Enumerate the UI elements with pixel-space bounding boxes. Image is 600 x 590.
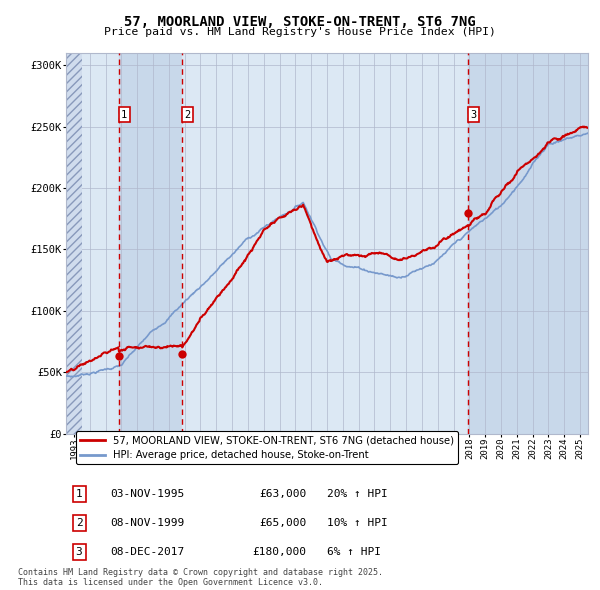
Text: 3: 3: [76, 547, 82, 557]
Text: £180,000: £180,000: [252, 547, 306, 557]
Text: 10% ↑ HPI: 10% ↑ HPI: [327, 518, 388, 528]
Text: Price paid vs. HM Land Registry's House Price Index (HPI): Price paid vs. HM Land Registry's House …: [104, 27, 496, 37]
Text: 08-DEC-2017: 08-DEC-2017: [110, 547, 185, 557]
Text: 3: 3: [470, 110, 477, 120]
Text: 20% ↑ HPI: 20% ↑ HPI: [327, 489, 388, 499]
Text: 1: 1: [121, 110, 127, 120]
Bar: [468, 53, 588, 434]
Text: 6% ↑ HPI: 6% ↑ HPI: [327, 547, 381, 557]
Bar: [119, 53, 182, 434]
Text: Contains HM Land Registry data © Crown copyright and database right 2025.
This d: Contains HM Land Registry data © Crown c…: [18, 568, 383, 587]
Text: 2: 2: [185, 110, 191, 120]
Text: 1: 1: [76, 489, 82, 499]
Legend: 57, MOORLAND VIEW, STOKE-ON-TRENT, ST6 7NG (detached house), HPI: Average price,: 57, MOORLAND VIEW, STOKE-ON-TRENT, ST6 7…: [76, 431, 458, 464]
Bar: [182, 53, 468, 434]
Bar: [82, 53, 119, 434]
Text: 08-NOV-1999: 08-NOV-1999: [110, 518, 185, 528]
Text: £63,000: £63,000: [259, 489, 306, 499]
Bar: [66, 53, 82, 434]
Text: 57, MOORLAND VIEW, STOKE-ON-TRENT, ST6 7NG: 57, MOORLAND VIEW, STOKE-ON-TRENT, ST6 7…: [124, 15, 476, 29]
Text: 2: 2: [76, 518, 82, 528]
Text: £65,000: £65,000: [259, 518, 306, 528]
Text: 03-NOV-1995: 03-NOV-1995: [110, 489, 185, 499]
